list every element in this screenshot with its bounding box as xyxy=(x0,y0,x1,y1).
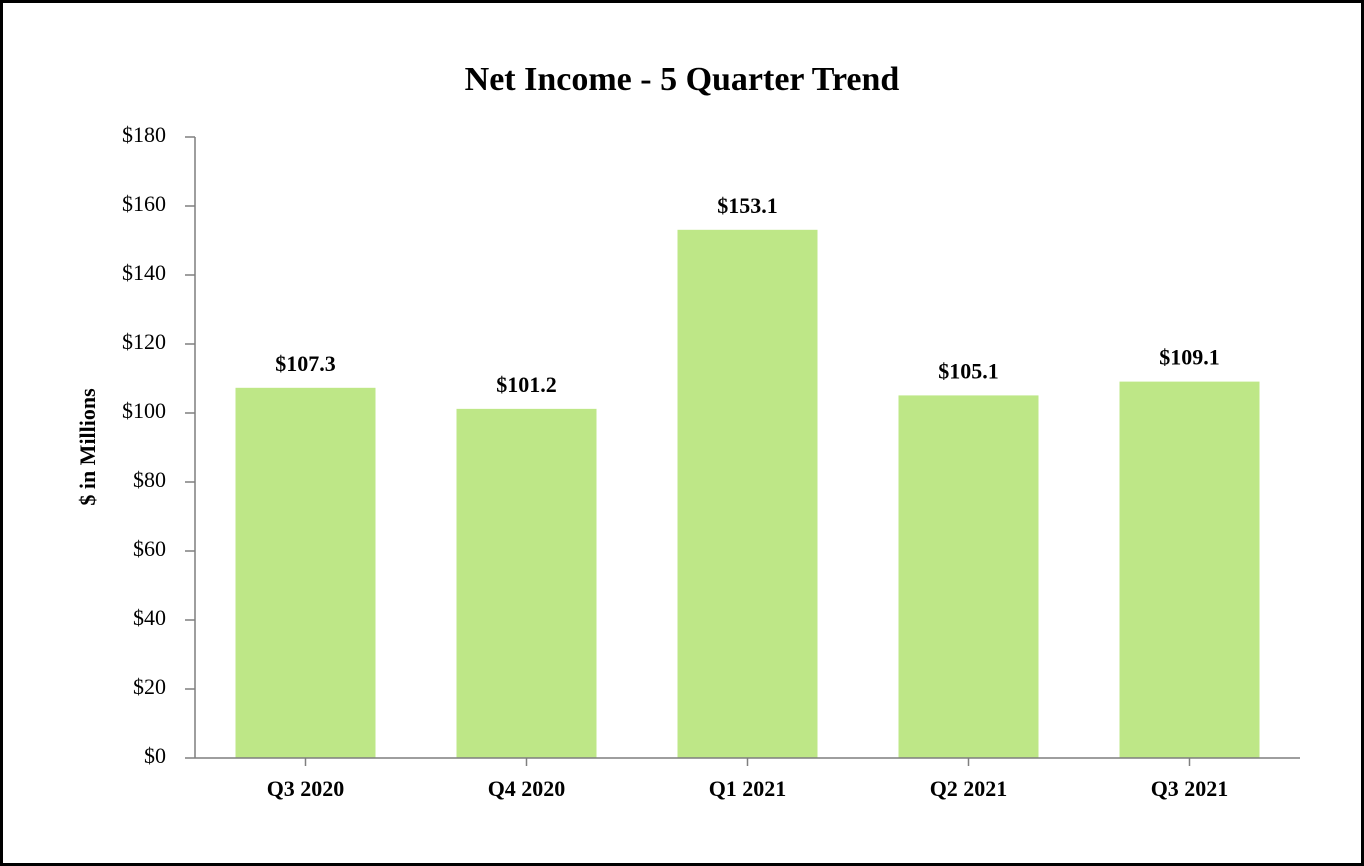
bar xyxy=(898,395,1039,758)
value-label: $153.1 xyxy=(717,193,778,218)
y-tick-label: $160 xyxy=(122,191,166,216)
y-tick-label: $20 xyxy=(133,674,166,699)
y-axis-label: $ in Millions xyxy=(75,388,100,506)
x-tick-label: Q1 2021 xyxy=(709,776,787,801)
x-tick-label: Q3 2020 xyxy=(267,776,345,801)
x-tick-label: Q4 2020 xyxy=(488,776,566,801)
y-tick-label: $60 xyxy=(133,536,166,561)
y-tick-label: $100 xyxy=(122,398,166,423)
y-tick-label: $80 xyxy=(133,467,166,492)
chart-title: Net Income - 5 Quarter Trend xyxy=(465,61,900,98)
x-tick-label: Q3 2021 xyxy=(1151,776,1229,801)
value-label: $105.1 xyxy=(938,358,999,383)
value-label: $109.1 xyxy=(1159,345,1220,370)
y-tick-label: $120 xyxy=(122,329,166,354)
bar xyxy=(235,387,376,758)
y-tick-label: $180 xyxy=(122,122,166,147)
x-tick-label: Q2 2021 xyxy=(930,776,1008,801)
bar xyxy=(1119,381,1260,758)
y-tick-label: $140 xyxy=(122,260,166,285)
bar xyxy=(456,408,597,758)
y-tick-label: $0 xyxy=(144,743,166,768)
y-tick-label: $40 xyxy=(133,605,166,630)
value-label: $101.2 xyxy=(496,372,557,397)
bar xyxy=(677,229,818,758)
value-label: $107.3 xyxy=(275,351,336,376)
